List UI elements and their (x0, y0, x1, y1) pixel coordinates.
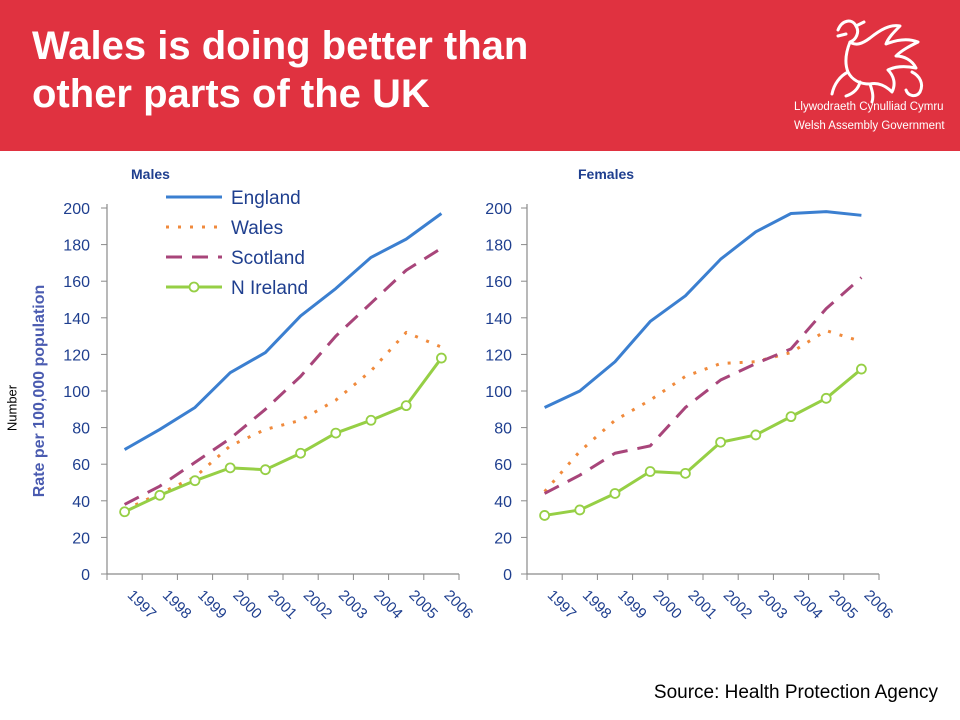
males-point-n-ireland (435, 352, 447, 364)
females-x-tick-label: 2005 (825, 587, 861, 623)
females-y-tick-label: 0 (503, 567, 512, 584)
females-y-tick-label: 100 (485, 384, 512, 401)
slide-title-line-2: other parts of the UK (32, 72, 430, 116)
males-x-tick-label: 2006 (441, 587, 477, 623)
males-y-tick-label: 60 (72, 457, 90, 474)
females-point-n-ireland (820, 392, 832, 404)
males-y-tick-label: 0 (81, 567, 90, 584)
males-y-tick-label: 100 (63, 384, 90, 401)
males-y-axis-title: Rate per 100,000 population (31, 285, 48, 498)
females-x-tick-label: 2006 (861, 587, 897, 623)
logo-welsh-name: Llywodraeth Cynulliad Cymru (794, 101, 944, 113)
males-series-wales (123, 330, 442, 512)
males-y-tick-label: 140 (63, 311, 90, 328)
males-x-tick-label: 2005 (405, 587, 441, 623)
females-y-tick-label: 160 (485, 274, 512, 291)
females-series-wales (543, 329, 862, 493)
males-point-n-ireland (295, 447, 307, 459)
females-x-tick-label: 1999 (614, 587, 650, 623)
females-x-tick-label: 2000 (649, 587, 685, 623)
welsh-dragon-icon (830, 19, 924, 104)
females-y-tick-label: 40 (494, 494, 512, 511)
males-point-n-ireland (400, 400, 412, 412)
females-point-n-ireland (715, 436, 726, 448)
females-y-tick-label: 20 (494, 530, 512, 547)
males-series-scotland (123, 246, 443, 506)
females-x-tick-label: 2002 (720, 587, 756, 623)
males-point-n-ireland (154, 489, 166, 501)
males-y-tick-label: 160 (63, 274, 90, 291)
title-banner (0, 0, 960, 151)
legend-label-england: England (231, 188, 301, 209)
females-point-n-ireland (609, 488, 621, 499)
females-point-n-ireland (539, 510, 550, 521)
females-y-tick-label: 80 (494, 421, 512, 438)
males-x-tick-label: 1997 (124, 587, 160, 623)
legend-label-n-ireland: N Ireland (231, 278, 308, 299)
males-point-n-ireland (330, 427, 342, 439)
males-y-tick-label: 40 (72, 494, 90, 511)
females-y-tick-label: 120 (485, 347, 512, 364)
legend-label-wales: Wales (231, 218, 283, 239)
males-x-tick-label: 2001 (265, 587, 301, 623)
males-y-tick-label: 120 (63, 347, 90, 364)
panel-label-females: Females (578, 166, 635, 182)
panel-label-males: Males (131, 166, 170, 182)
slide-title: Wales is doing better than other parts o… (32, 22, 732, 118)
males-point-n-ireland (189, 475, 201, 487)
males-series-n-ireland (123, 357, 443, 514)
females-y-tick-label: 140 (485, 311, 512, 328)
slide-title-line-1: Wales is doing better than (32, 24, 529, 68)
legend-label-scotland: Scotland (231, 248, 305, 269)
females-x-tick-label: 1997 (544, 587, 580, 623)
males-y-tick-label: 200 (63, 201, 90, 218)
legend-marker-n-ireland (188, 281, 200, 293)
males-x-tick-label: 2004 (370, 587, 406, 623)
females-series-england (543, 210, 862, 409)
males-x-tick-label: 1998 (159, 587, 195, 623)
females-series-n-ireland (544, 367, 863, 517)
males-x-tick-label: 1999 (194, 587, 230, 623)
females-x-tick-label: 2003 (755, 587, 791, 623)
males-point-n-ireland (259, 464, 271, 476)
females-x-tick-label: 2004 (790, 587, 826, 623)
logo-english-name: Welsh Assembly Government (794, 120, 945, 132)
males-y-tick-label: 180 (63, 238, 90, 255)
females-point-n-ireland (750, 429, 762, 441)
females-x-tick-label: 1998 (579, 587, 615, 623)
females-y-tick-label: 60 (494, 457, 512, 474)
females-point-n-ireland (785, 411, 797, 423)
females-point-n-ireland (680, 467, 691, 479)
females-y-tick-label: 180 (485, 238, 512, 255)
males-x-tick-label: 2002 (300, 587, 336, 623)
males-x-tick-label: 2000 (229, 587, 265, 623)
source-note: Source: Health Protection Agency (653, 682, 938, 703)
females-x-tick-label: 2001 (685, 587, 721, 623)
females-series-scotland (543, 276, 863, 495)
males-y-tick-label: 80 (72, 421, 90, 438)
males-x-tick-label: 2003 (335, 587, 371, 623)
females-y-tick-label: 200 (485, 201, 512, 218)
females-point-n-ireland (574, 504, 586, 516)
males-series-england (123, 212, 443, 451)
females-point-n-ireland (644, 466, 656, 477)
males-y-tick-label: 20 (72, 530, 90, 547)
males-point-n-ireland (224, 462, 236, 474)
males-point-n-ireland (119, 506, 130, 518)
males-point-n-ireland (365, 414, 377, 426)
females-point-n-ireland (856, 363, 867, 375)
